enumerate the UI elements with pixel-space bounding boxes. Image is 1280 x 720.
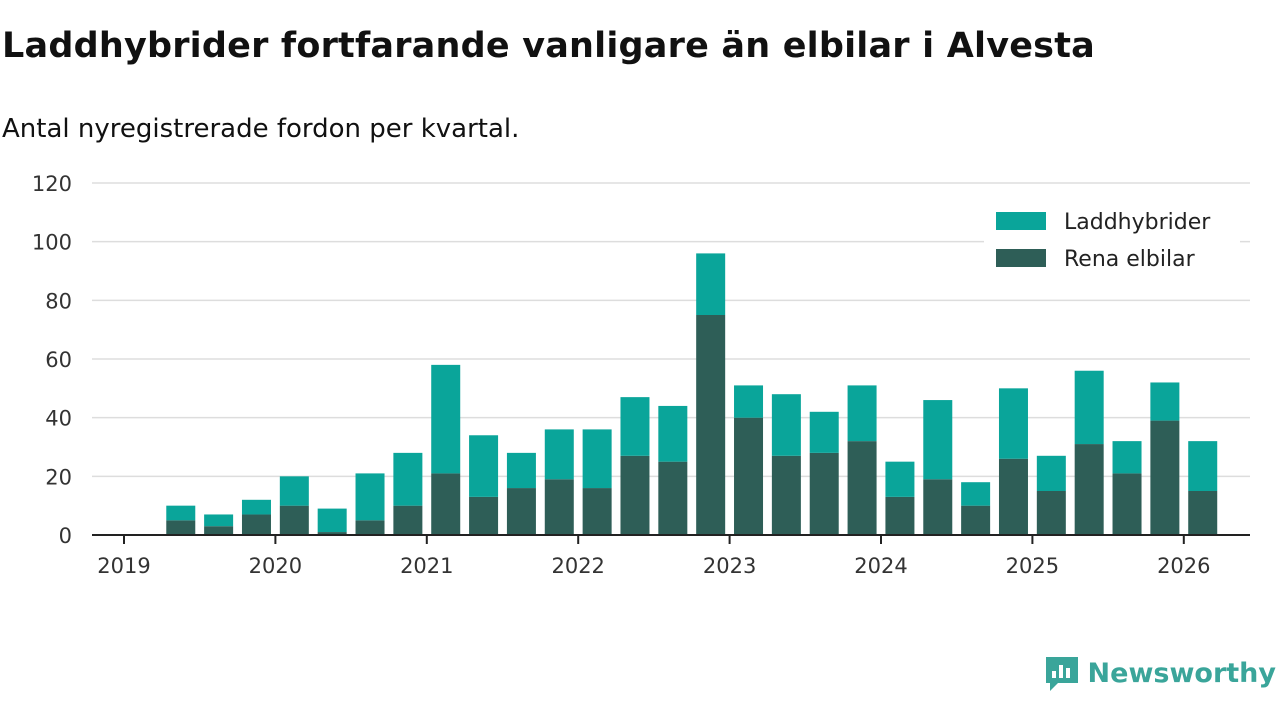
bar-rena-elbilar-2019-q4 [241,514,271,535]
x-tick-label-2025: 2025 [1006,554,1059,578]
bar-rena-elbilar-2025-q4 [1150,420,1180,535]
x-tick-label-2022: 2022 [551,554,604,578]
bar-laddhybrider-2021-q3 [506,452,536,489]
bar-rena-elbilar-2020-q3 [355,520,385,535]
x-tick-label-2021: 2021 [400,554,453,578]
bar-rena-elbilar-2021-q2 [469,496,499,535]
bar-laddhybrider-2025-q2 [1074,370,1104,445]
bar-laddhybrider-2019-q4 [241,499,271,515]
brand-logo: Newsworthy [1044,654,1276,692]
bar-rena-elbilar-2024-q2 [923,479,953,535]
bar-laddhybrider-2024-q4 [998,388,1028,459]
bar-rena-elbilar-2023-q2 [771,455,801,535]
bar-laddhybrider-2022-q2 [620,397,650,456]
y-tick-label-20: 20 [45,465,72,489]
chart-subtitle: Antal nyregistrerade fordon per kvartal. [2,114,520,144]
bar-rena-elbilar-2019-q2 [166,520,196,535]
x-tick-label-2024: 2024 [854,554,907,578]
x-axis: 2019 2020 2021 2022 2023 2024 2025 2026 [97,535,1211,578]
bar-laddhybrider-2021-q4 [544,429,574,480]
bar-laddhybrider-2022-q3 [658,405,688,462]
bar-laddhybrider-2023-q3 [809,411,839,453]
bars [166,253,1218,535]
bar-rena-elbilar-2019-q3 [204,526,234,535]
bar-laddhybrider-2021-q2 [469,435,499,497]
y-tick-label-120: 120 [32,172,72,196]
legend-label-laddhybrider: Laddhybrider [1064,210,1211,235]
bar-rena-elbilar-2021-q4 [544,479,574,535]
bar-rena-elbilar-2023-q3 [809,452,839,535]
bar-laddhybrider-2020-q3 [355,473,385,521]
bar-rena-elbilar-2022-q1 [582,488,612,535]
bar-rena-elbilar-2025-q3 [1112,473,1142,535]
bar-laddhybrider-2026-q1 [1188,441,1218,491]
legend-label-rena-elbilar: Rena elbilar [1064,247,1196,272]
bar-rena-elbilar-2022-q2 [620,455,650,535]
x-tick-label-2019: 2019 [97,554,150,578]
bar-rena-elbilar-2020-q2 [317,532,347,535]
bar-laddhybrider-2021-q1 [431,364,461,474]
chart-title: Laddhybrider fortfarande vanligare än el… [2,26,1095,66]
legend: Laddhybrider Rena elbilar [984,206,1240,288]
y-tick-label-40: 40 [45,407,72,431]
bar-rena-elbilar-2026-q1 [1188,491,1218,535]
bar-laddhybrider-2022-q1 [582,429,612,489]
brand-name: Newsworthy [1087,657,1276,689]
bar-rena-elbilar-2021-q1 [431,473,461,535]
bar-laddhybrider-2023-q2 [771,394,801,456]
stacked-bar-chart: 2019 2020 2021 2022 2023 2024 2025 2026 0 20 40 60… [32,172,1250,578]
y-tick-label-100: 100 [32,231,72,255]
bar-rena-elbilar-2022-q3 [658,461,688,535]
bar-laddhybrider-2020-q4 [393,452,423,506]
bar-laddhybrider-2023-q1 [734,385,764,418]
bar-laddhybrider-2025-q3 [1112,441,1142,474]
bar-laddhybrider-2023-q4 [847,385,877,442]
bar-laddhybrider-2020-q1 [279,476,309,506]
bar-laddhybrider-2019-q3 [204,514,234,527]
y-tick-label-0: 0 [59,524,72,548]
bar-rena-elbilar-2020-q4 [393,505,423,535]
bar-laddhybrider-2024-q2 [923,400,953,480]
y-axis: 0 20 40 60 80 100 120 [32,172,72,548]
bar-laddhybrider-2020-q2 [317,508,347,533]
bar-rena-elbilar-2024-q1 [885,496,915,535]
bar-rena-elbilar-2023-q1 [734,417,764,535]
bar-rena-elbilar-2022-q4 [696,315,726,535]
y-tick-label-80: 80 [45,289,72,313]
bar-rena-elbilar-2020-q1 [279,505,309,535]
bar-rena-elbilar-2021-q3 [506,488,536,535]
bar-rena-elbilar-2023-q4 [847,441,877,535]
bar-rena-elbilar-2024-q4 [998,458,1028,535]
x-tick-label-2023: 2023 [703,554,756,578]
bar-laddhybrider-2024-q3 [961,482,991,506]
newsworthy-logo-icon [1045,657,1078,691]
bar-rena-elbilar-2024-q3 [961,505,991,535]
bar-rena-elbilar-2025-q1 [1036,491,1066,535]
y-tick-label-60: 60 [45,348,72,372]
bar-laddhybrider-2025-q1 [1036,455,1066,491]
x-tick-label-2026: 2026 [1157,554,1210,578]
x-tick-label-2020: 2020 [249,554,302,578]
bar-laddhybrider-2025-q4 [1150,382,1180,421]
bar-laddhybrider-2019-q2 [166,505,196,521]
bar-rena-elbilar-2025-q2 [1074,444,1104,535]
bar-laddhybrider-2024-q1 [885,461,915,497]
bar-laddhybrider-2022-q4 [696,253,726,315]
legend-swatch-rena-elbilar [996,249,1046,267]
legend-swatch-laddhybrider [996,212,1046,230]
